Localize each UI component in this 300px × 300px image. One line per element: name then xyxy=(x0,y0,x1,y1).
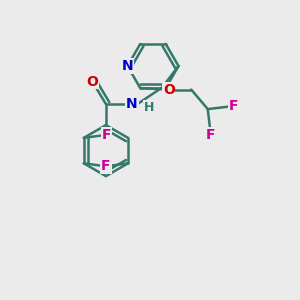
Text: N: N xyxy=(126,97,138,111)
Text: O: O xyxy=(163,82,175,97)
Text: O: O xyxy=(86,75,98,88)
Text: F: F xyxy=(102,128,111,142)
Text: F: F xyxy=(102,159,111,173)
Text: F: F xyxy=(101,159,110,173)
Text: H: H xyxy=(144,100,154,114)
Text: F: F xyxy=(206,128,215,142)
Text: F: F xyxy=(229,99,238,113)
Text: N: N xyxy=(122,59,133,73)
